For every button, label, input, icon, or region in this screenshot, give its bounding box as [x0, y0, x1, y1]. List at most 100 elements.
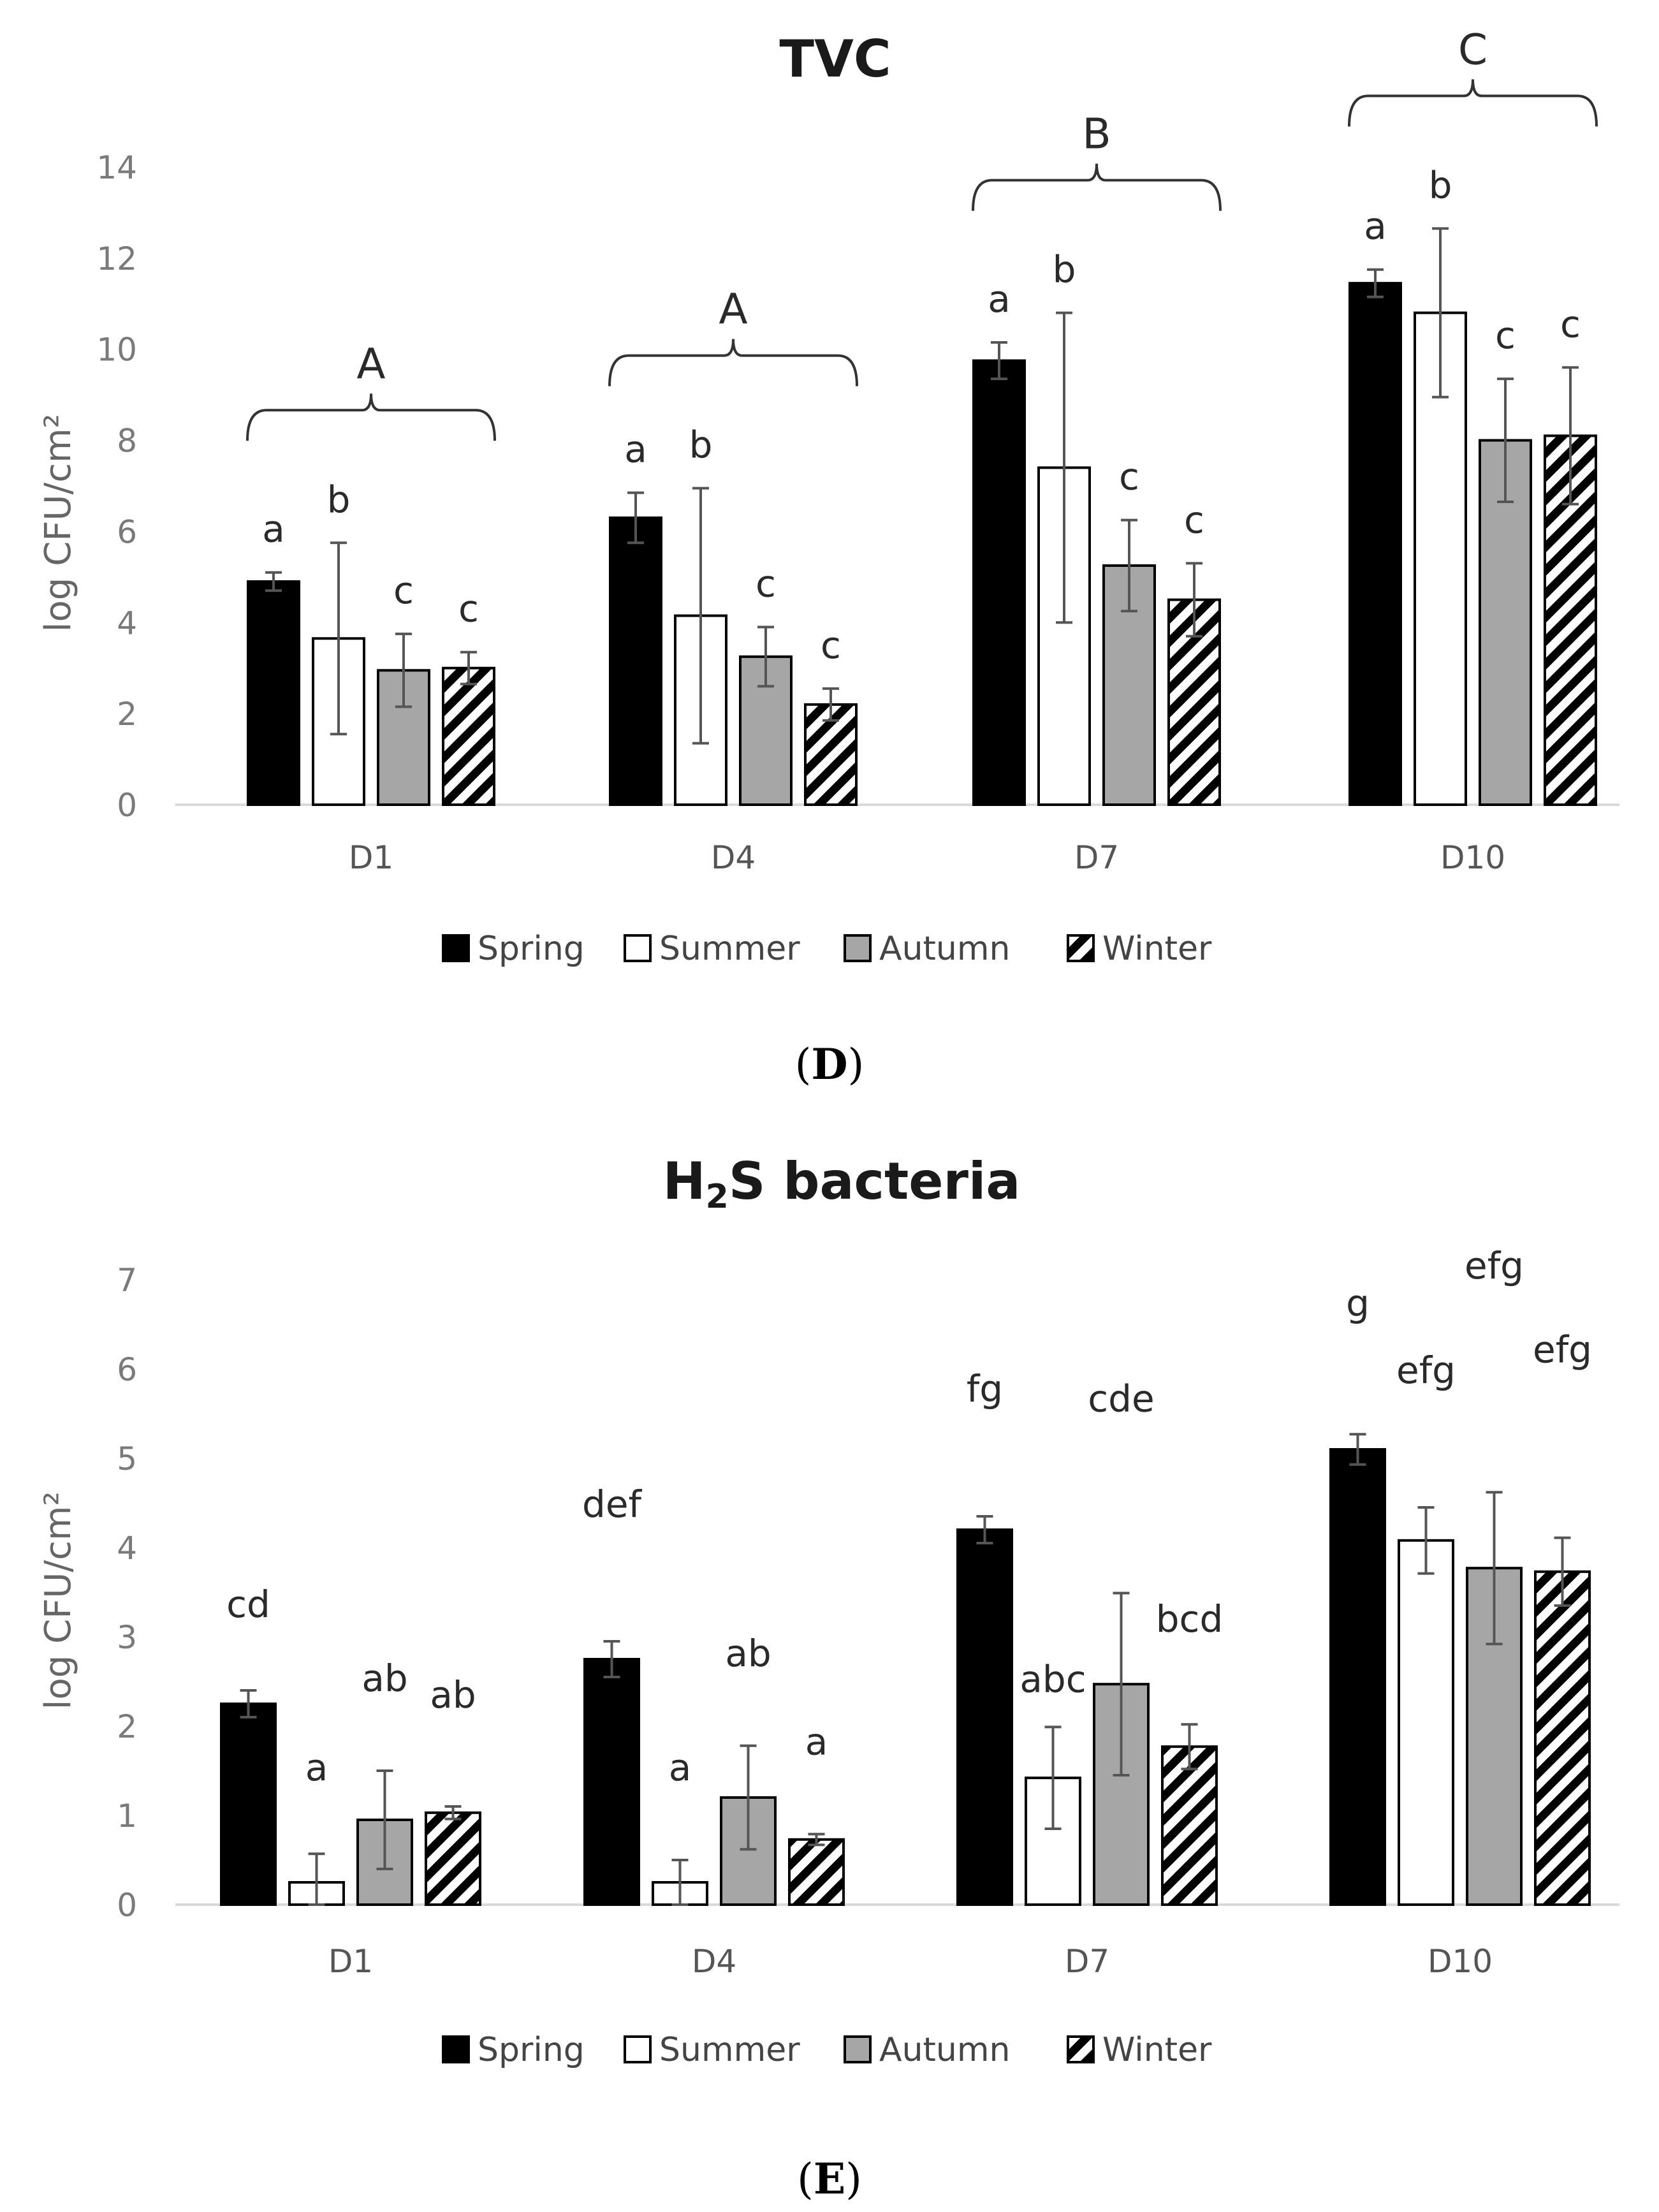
y-tick-label: 10 [96, 332, 137, 369]
y-tick-label: 2 [117, 696, 137, 733]
group-label: A [356, 339, 385, 388]
significance-letter: a [805, 1720, 828, 1763]
bar-spring-d1 [247, 580, 300, 806]
h2s-legend: Spring Summer Autumn Winter [442, 2031, 1212, 2069]
legend-swatch [442, 934, 470, 962]
bar-winter-d1 [425, 1811, 481, 1907]
significance-letter: efg [1533, 1328, 1592, 1372]
legend-item-autumn: Autumn [844, 2031, 1011, 2069]
h2s-bars [220, 1448, 1591, 1907]
bar-winter-d1 [442, 666, 495, 806]
tvc-error-bars [265, 227, 1579, 745]
significance-letter: a [669, 1746, 692, 1789]
legend-swatch [624, 2035, 652, 2063]
error-bar [1181, 1723, 1198, 1771]
bar-spring-d1 [220, 1703, 277, 1906]
bar-spring-d7 [956, 1528, 1013, 1906]
significance-letter: b [1053, 248, 1076, 291]
significance-letter: fg [967, 1367, 1003, 1410]
group-brace: C [1348, 25, 1598, 127]
error-bar [991, 341, 1007, 381]
significance-letter: a [624, 428, 647, 471]
y-tick-label: 3 [117, 1619, 137, 1656]
significance-letter: a [305, 1746, 328, 1789]
significance-letter: c [821, 624, 841, 667]
significance-letter: cd [226, 1583, 270, 1626]
legend-item-spring: Spring [442, 930, 585, 968]
error-bar [1186, 562, 1202, 638]
significance-letter: c [1184, 498, 1204, 541]
y-tick-label: 2 [117, 1708, 137, 1745]
significance-letter: ab [725, 1632, 771, 1675]
significance-letter: b [689, 423, 713, 467]
x-tick-label: D10 [1440, 839, 1505, 876]
x-tick-label: D4 [692, 1943, 736, 1980]
error-bar [444, 1805, 462, 1820]
error-bar [627, 491, 644, 545]
error-bar [757, 626, 774, 688]
error-bar [265, 571, 282, 592]
legend-item-winter: Winter [1067, 2031, 1212, 2069]
bar-spring-d4 [583, 1658, 640, 1906]
h2s-error-bars [240, 1433, 1571, 1906]
y-tick-label: 12 [96, 240, 137, 277]
legend-item-winter: Winter [1067, 930, 1212, 968]
tvc-x-tick-labels: D1 D4 D7 D10 [349, 839, 1505, 876]
significance-letter: c [1495, 314, 1516, 357]
tvc-legend: Spring Summer Autumn Winter [442, 930, 1212, 968]
tvc-title: TVC [779, 29, 891, 89]
x-tick-label: D7 [1065, 1943, 1109, 1980]
error-bar [1121, 518, 1137, 613]
legend-label: Autumn [879, 930, 1011, 968]
significance-letter: b [327, 478, 351, 521]
error-bar [376, 1769, 393, 1870]
error-bar [460, 650, 477, 685]
legend-label: Spring [478, 930, 585, 968]
error-bar [1432, 227, 1449, 399]
significance-letter: bcd [1156, 1597, 1224, 1641]
bar-spring-d4 [609, 516, 662, 806]
bar-spring-d7 [972, 359, 1026, 806]
legend-swatch [844, 2035, 872, 2063]
error-bar [1056, 311, 1072, 624]
legend-swatch [844, 934, 872, 962]
legend-label: Summer [659, 2031, 800, 2069]
error-bar [822, 687, 839, 722]
group-brace: A [246, 339, 496, 441]
y-tick-label: 5 [117, 1440, 137, 1477]
error-bar [603, 1640, 620, 1678]
error-bar [1562, 366, 1579, 506]
legend-label: Autumn [879, 2031, 1011, 2069]
bar-winter-d4 [788, 1838, 845, 1907]
bar-summer-d10 [1398, 1539, 1454, 1907]
y-tick-label: 0 [117, 1887, 137, 1924]
significance-letter: c [756, 562, 776, 605]
error-bar [1349, 1433, 1366, 1466]
x-tick-label: D1 [349, 839, 393, 876]
bar-winter-d7 [1161, 1745, 1218, 1906]
bar-winter-d10 [1534, 1570, 1591, 1907]
x-tick-label: D7 [1074, 839, 1119, 876]
error-bar [330, 541, 347, 736]
bar-spring-d10 [1348, 282, 1402, 806]
y-tick-label: 0 [117, 787, 137, 824]
legend-item-summer: Summer [624, 930, 800, 968]
error-bar [1497, 377, 1514, 503]
significance-letter: efg [1396, 1349, 1456, 1392]
significance-letter: cde [1088, 1377, 1154, 1420]
significance-letter: abc [1020, 1657, 1086, 1701]
legend-swatch [442, 2035, 470, 2063]
error-bar [1486, 1491, 1503, 1646]
y-tick-label: 6 [117, 513, 137, 550]
legend-item-autumn: Autumn [844, 930, 1011, 968]
y-tick-label: 6 [117, 1351, 137, 1388]
tvc-y-axis-label: log CFU/cm² [38, 414, 79, 632]
legend-item-summer: Summer [624, 2031, 800, 2069]
error-bar [395, 633, 412, 708]
error-bar [1367, 268, 1384, 298]
y-tick-label: 4 [117, 1530, 137, 1567]
